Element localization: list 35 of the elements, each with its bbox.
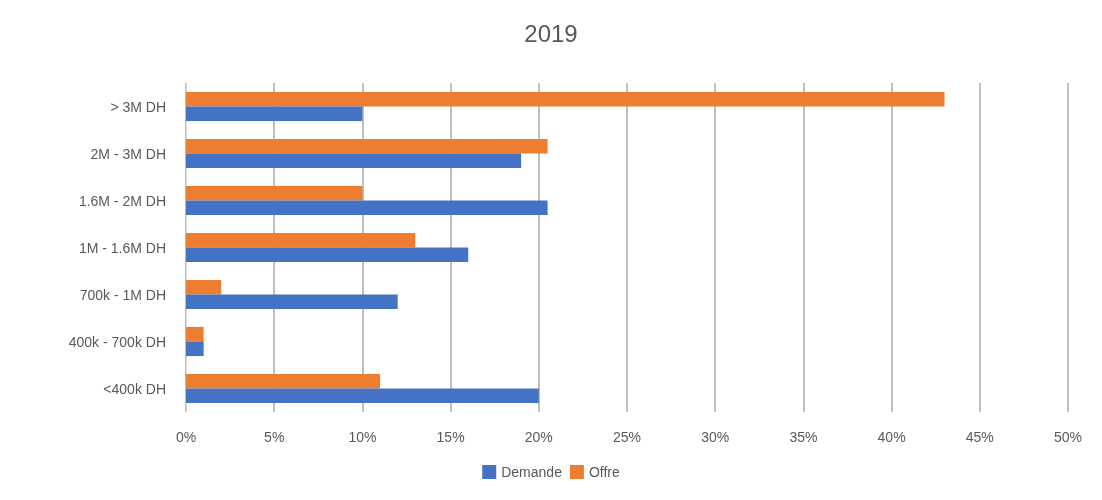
x-tick-label: 10%: [348, 429, 377, 445]
bar: [186, 279, 222, 295]
x-tick-label: 35%: [789, 429, 818, 445]
x-tick-label: 25%: [612, 429, 642, 445]
bar: [186, 326, 204, 342]
x-tick-label: 30%: [701, 429, 730, 445]
bar: [186, 294, 398, 310]
bar: [186, 106, 363, 122]
x-tick-label: 15%: [436, 429, 465, 445]
bar: [186, 247, 469, 263]
y-tick-label: 1M - 1.6M DH: [78, 239, 166, 256]
bar: [186, 373, 381, 389]
bar: [186, 232, 416, 248]
x-tick-label: 5%: [264, 429, 285, 445]
y-tick-label: 2M - 3M DH: [90, 145, 166, 162]
x-tick-label: 20%: [524, 429, 553, 445]
y-tick-label: <400k DH: [103, 380, 166, 397]
bar: [186, 341, 204, 357]
bar: [186, 185, 363, 201]
bar: [186, 91, 945, 107]
bar: [186, 200, 548, 216]
y-tick-label: > 3M DH: [110, 98, 166, 115]
bar: [186, 138, 548, 154]
x-tick-label: 40%: [877, 429, 906, 445]
bar: [186, 388, 539, 404]
legend-label: Offre: [588, 464, 620, 480]
x-tick-label: 45%: [965, 429, 994, 445]
y-tick-label: 400k - 700k DH: [68, 333, 166, 350]
bar: [186, 153, 522, 169]
legend-label: Demande: [501, 464, 563, 480]
x-tick-label: 0%: [175, 429, 197, 445]
y-tick-label: 1.6M - 2M DH: [78, 192, 166, 209]
y-tick-label: 700k - 1M DH: [79, 286, 166, 303]
x-tick-label: 50%: [1053, 429, 1083, 445]
chart-title: 2019: [524, 19, 578, 47]
